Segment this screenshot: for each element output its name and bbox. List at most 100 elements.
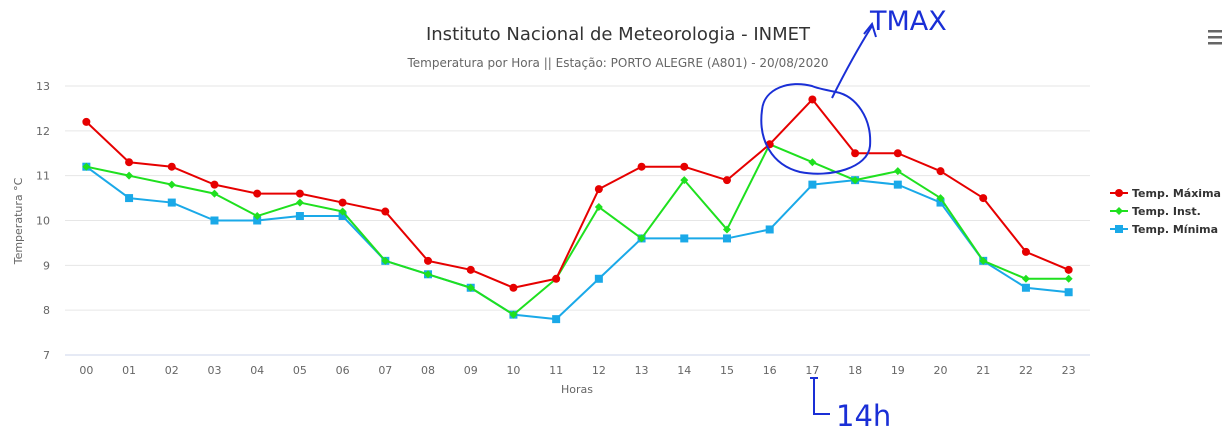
data-point: [167, 198, 176, 207]
data-point: [466, 283, 475, 292]
series-0: [82, 95, 1073, 292]
data-point: [851, 176, 860, 185]
x-tick-label: 16: [763, 364, 777, 377]
data-point: [338, 198, 347, 207]
chart-menu-button[interactable]: [1204, 27, 1224, 47]
tmax-pointer-arrowhead: [863, 21, 877, 38]
data-point: [125, 194, 134, 203]
data-point: [594, 203, 603, 212]
data-point: [722, 234, 731, 243]
x-tick-label: 20: [934, 364, 948, 377]
x-tick-label: 08: [421, 364, 435, 377]
legend-item[interactable]: Temp. Máxima: [1110, 187, 1221, 200]
data-point: [125, 171, 134, 180]
series-line: [85, 165, 1069, 321]
data-point: [125, 158, 134, 167]
x-tick-label: 04: [250, 364, 264, 377]
data-point: [509, 310, 518, 319]
legend-swatch-marker: [1115, 225, 1123, 233]
data-point: [82, 162, 91, 171]
data-point: [680, 234, 689, 243]
data-point: [765, 225, 774, 234]
data-point: [167, 162, 176, 171]
data-point: [552, 315, 561, 324]
legend-swatch-marker: [1115, 207, 1123, 215]
hour-pointer-line: [810, 377, 830, 415]
x-tick-label: 03: [207, 364, 221, 377]
data-point: [979, 256, 988, 265]
data-point: [253, 212, 262, 221]
y-tick-label: 10: [36, 215, 50, 228]
legend-item[interactable]: Temp. Mínima: [1110, 223, 1218, 236]
x-tick-label: 10: [506, 364, 520, 377]
data-point: [295, 189, 304, 198]
series-line: [86, 143, 1069, 316]
data-point: [893, 149, 902, 158]
data-point: [1064, 288, 1073, 297]
x-tick-label: 21: [976, 364, 990, 377]
x-tick-label: 17: [805, 364, 819, 377]
data-point: [552, 274, 561, 283]
data-point: [680, 176, 689, 185]
data-point: [338, 212, 347, 221]
data-point: [722, 176, 731, 185]
legend[interactable]: Temp. Máxima Temp. Inst. Temp. Mínima: [1110, 187, 1221, 236]
data-point: [82, 117, 91, 126]
x-tick-label: 18: [848, 364, 862, 377]
menu-icon-bar-bottom: [1208, 42, 1222, 45]
data-point: [295, 198, 304, 207]
data-point: [594, 274, 603, 283]
legend-label: Temp. Inst.: [1132, 205, 1201, 218]
data-point: [722, 225, 731, 234]
data-point: [1064, 265, 1073, 274]
y-tick-label: 12: [36, 125, 50, 138]
data-point: [1021, 283, 1030, 292]
x-tick-label: 07: [378, 364, 392, 377]
data-point: [893, 167, 902, 176]
data-point: [851, 149, 860, 158]
chart-title: Instituto Nacional de Meteorologia - INM…: [426, 24, 811, 45]
x-tick-label: 06: [336, 364, 350, 377]
data-point: [295, 212, 304, 221]
chart-subtitle: Temperatura por Hora || Estação: PORTO A…: [406, 56, 828, 70]
legend-label: Temp. Máxima: [1132, 187, 1221, 200]
legend-swatch-marker: [1115, 189, 1123, 197]
data-point: [637, 234, 646, 243]
data-point: [424, 270, 433, 279]
data-point: [253, 189, 262, 198]
data-point: [594, 185, 603, 194]
data-point: [1021, 247, 1030, 256]
x-tick-label: 14: [677, 364, 691, 377]
data-point: [637, 162, 646, 171]
x-tick-label: 19: [891, 364, 905, 377]
data-point: [381, 256, 390, 265]
legend-item[interactable]: Temp. Inst.: [1110, 205, 1201, 218]
data-point: [808, 180, 817, 189]
data-point: [936, 167, 945, 176]
y-tick-label: 11: [36, 170, 50, 183]
y-tick-label: 13: [36, 80, 50, 93]
y-tick-label: 9: [43, 259, 50, 272]
x-tick-label: 22: [1019, 364, 1033, 377]
data-point: [466, 265, 475, 274]
tmax-pointer-line: [831, 25, 873, 99]
y-tick-label: 7: [43, 349, 50, 362]
data-point: [210, 180, 219, 189]
handwritten-annotations: TMAX 14h: [760, 6, 947, 430]
data-point: [979, 194, 988, 203]
series-layer: [82, 95, 1073, 324]
menu-icon-bar-top: [1208, 30, 1222, 33]
x-tick-label: 12: [592, 364, 606, 377]
x-tick-label: 09: [464, 364, 478, 377]
legend-label: Temp. Mínima: [1132, 223, 1218, 236]
x-tick-label: 15: [720, 364, 734, 377]
menu-icon-bar-middle: [1208, 36, 1222, 39]
data-point: [808, 95, 817, 104]
data-point: [381, 207, 390, 216]
data-point: [210, 216, 219, 225]
hour-annotation: 14h: [836, 399, 891, 430]
data-point: [680, 162, 689, 171]
x-tick-label: 01: [122, 364, 136, 377]
data-point: [338, 207, 347, 216]
